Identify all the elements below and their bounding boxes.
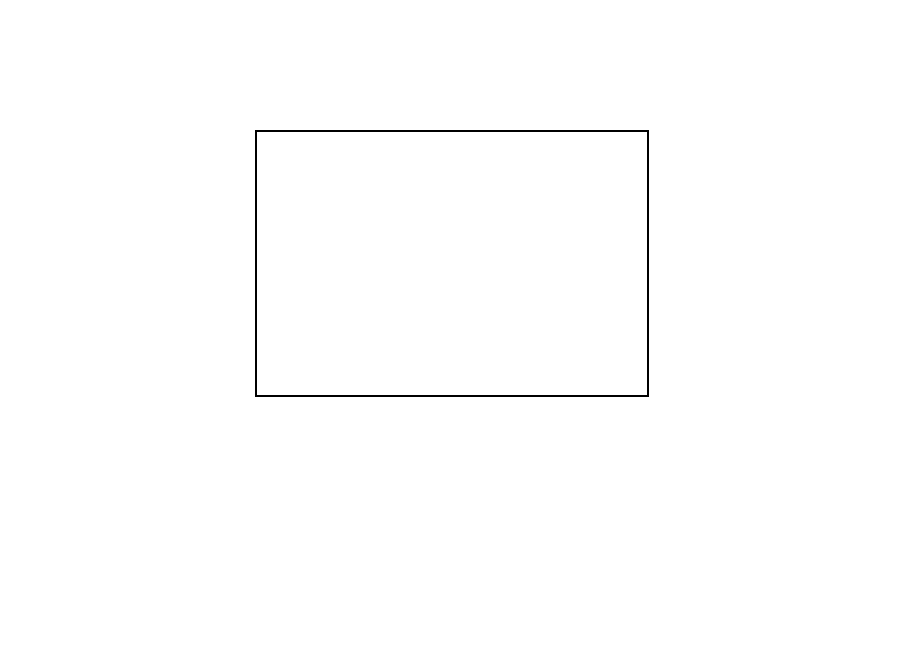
colorbar [660, 162, 684, 402]
contour-field-canvas [257, 132, 647, 395]
plot-area [255, 130, 649, 397]
